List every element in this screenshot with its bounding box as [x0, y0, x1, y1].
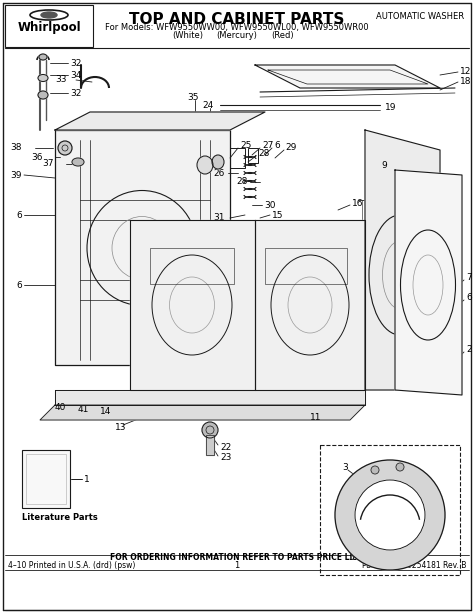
Text: 34: 34 — [70, 70, 82, 80]
Text: 32: 32 — [70, 58, 82, 67]
Bar — [206, 435, 214, 455]
Circle shape — [202, 422, 218, 438]
Text: Part No. W10254181 Rev. B: Part No. W10254181 Rev. B — [362, 560, 466, 569]
Text: For Models: WFW9550WW00, WFW9550WL00, WFW9550WR00: For Models: WFW9550WW00, WFW9550WL00, WF… — [105, 23, 369, 32]
Text: (Red): (Red) — [272, 31, 294, 40]
Text: 15: 15 — [272, 210, 283, 219]
Text: 21: 21 — [266, 359, 278, 368]
Bar — [150, 248, 234, 284]
Text: 17: 17 — [264, 224, 275, 232]
Text: 32: 32 — [70, 88, 82, 97]
Ellipse shape — [38, 91, 48, 99]
Text: 20: 20 — [177, 384, 189, 392]
Text: 16: 16 — [352, 199, 364, 207]
Text: 6: 6 — [274, 142, 280, 151]
Text: 28: 28 — [237, 178, 248, 186]
Text: FOR ORDERING INFORMATION REFER TO PARTS PRICE LIST: FOR ORDERING INFORMATION REFER TO PARTS … — [110, 554, 364, 563]
Circle shape — [396, 463, 404, 471]
Text: 24: 24 — [202, 101, 214, 110]
Circle shape — [371, 466, 379, 474]
Text: 37: 37 — [43, 159, 54, 169]
Text: 33: 33 — [55, 75, 67, 85]
Text: 38: 38 — [10, 143, 22, 153]
Polygon shape — [365, 130, 440, 390]
Ellipse shape — [38, 75, 48, 82]
Text: 4–10 Printed in U.S.A. (drd) (psw): 4–10 Printed in U.S.A. (drd) (psw) — [8, 560, 136, 569]
Text: 18: 18 — [460, 77, 472, 86]
Text: 12: 12 — [460, 67, 471, 77]
Text: (White): (White) — [173, 31, 203, 40]
Text: 9: 9 — [381, 161, 387, 170]
Polygon shape — [55, 390, 365, 405]
Ellipse shape — [355, 480, 425, 550]
Text: 40: 40 — [55, 403, 66, 413]
Text: AUTOMATIC WASHER: AUTOMATIC WASHER — [376, 12, 464, 21]
Text: 25: 25 — [240, 142, 251, 151]
Bar — [5, 5, 93, 47]
Text: 31: 31 — [213, 213, 225, 223]
Text: Whirlpool: Whirlpool — [17, 21, 81, 34]
Text: 5: 5 — [348, 552, 354, 562]
Text: 11: 11 — [310, 414, 321, 422]
Ellipse shape — [335, 460, 445, 570]
Text: 41: 41 — [78, 406, 90, 414]
Polygon shape — [255, 220, 365, 390]
Text: 1: 1 — [234, 560, 240, 569]
Text: 35: 35 — [187, 93, 199, 102]
Text: 20: 20 — [302, 384, 314, 392]
Bar — [265, 248, 347, 284]
Text: 10: 10 — [442, 218, 454, 226]
Text: 28: 28 — [258, 150, 269, 159]
Text: 19: 19 — [385, 102, 396, 112]
Text: 7: 7 — [466, 273, 472, 283]
Bar — [230, 148, 245, 168]
Text: 14: 14 — [100, 408, 111, 416]
Text: 23: 23 — [220, 454, 231, 462]
Bar — [22, 450, 70, 508]
Text: 2: 2 — [466, 346, 472, 354]
Bar — [22, 450, 70, 508]
Polygon shape — [55, 112, 265, 130]
Text: 1: 1 — [84, 474, 90, 484]
Text: 39: 39 — [10, 170, 22, 180]
Text: 8: 8 — [442, 234, 448, 243]
Text: 6: 6 — [466, 294, 472, 302]
Polygon shape — [255, 65, 440, 88]
Ellipse shape — [72, 158, 84, 166]
Text: 6: 6 — [16, 281, 22, 289]
Circle shape — [58, 141, 72, 155]
Text: 29: 29 — [285, 143, 296, 153]
Text: 26: 26 — [214, 169, 225, 178]
Text: 36: 36 — [31, 153, 43, 161]
Ellipse shape — [41, 12, 57, 18]
Ellipse shape — [39, 54, 47, 60]
Text: 6: 6 — [16, 210, 22, 219]
Bar — [320, 445, 460, 575]
Ellipse shape — [197, 156, 213, 174]
Polygon shape — [130, 220, 255, 390]
Text: 13: 13 — [115, 424, 127, 433]
Text: Literature Parts: Literature Parts — [22, 514, 98, 522]
Text: TOP AND CABINET PARTS: TOP AND CABINET PARTS — [129, 12, 345, 27]
Text: 4: 4 — [400, 512, 406, 522]
Ellipse shape — [212, 155, 224, 169]
Text: 3: 3 — [342, 462, 348, 471]
Text: 27: 27 — [262, 142, 273, 151]
Polygon shape — [395, 170, 462, 395]
Text: 30: 30 — [264, 200, 275, 210]
Polygon shape — [40, 405, 365, 420]
Text: (Mercury): (Mercury) — [217, 31, 257, 40]
Bar — [248, 148, 258, 163]
Bar — [26, 454, 66, 504]
Text: 22: 22 — [220, 443, 231, 452]
Polygon shape — [55, 130, 230, 365]
Bar — [206, 435, 214, 455]
